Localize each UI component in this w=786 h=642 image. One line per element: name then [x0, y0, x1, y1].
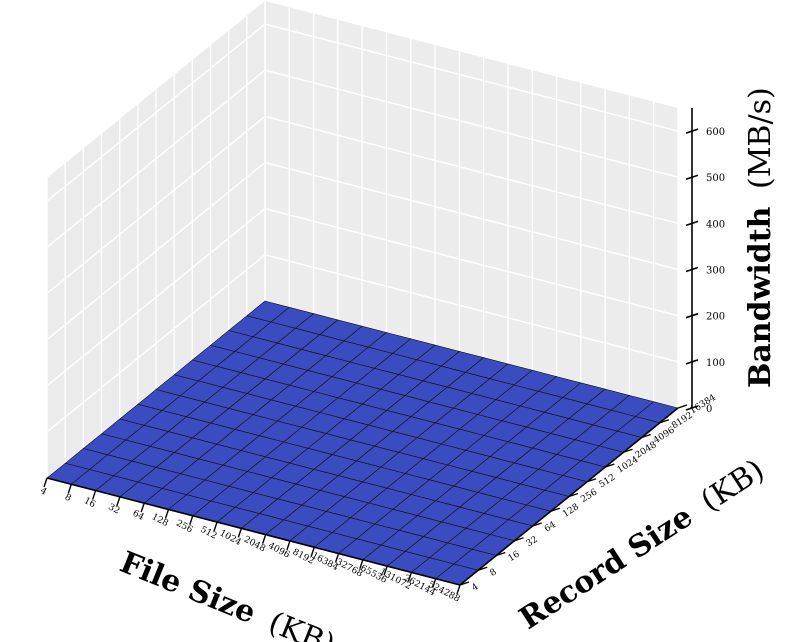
z-tick	[685, 266, 699, 273]
y-tick	[677, 404, 688, 409]
y-tick-label: 256	[579, 487, 599, 505]
x-tick-label: 4096	[266, 541, 291, 561]
grid-line	[46, 23, 266, 202]
x-tick	[286, 540, 291, 551]
x-tick-label: 2048	[242, 535, 267, 555]
z-tick	[685, 220, 699, 227]
z-axis-label-name: Bandwidth	[743, 206, 778, 388]
y-tick-label: 128	[561, 502, 581, 520]
z-tick	[685, 359, 699, 365]
y-tick-label: 8	[488, 567, 498, 579]
x-tick	[164, 509, 170, 519]
x-tick	[189, 515, 194, 525]
grid-line	[264, 69, 679, 178]
back-wall-pane	[265, 1, 678, 408]
x-tick	[383, 565, 388, 576]
y-tick-label: 512	[597, 473, 617, 491]
x-tick	[407, 572, 413, 582]
x-tick-label: 16	[82, 496, 97, 510]
z-tick	[685, 405, 699, 411]
z-tick	[685, 312, 699, 319]
x-tick-label: 1024	[218, 528, 243, 548]
x-tick	[140, 502, 145, 513]
grid-line	[264, 23, 679, 132]
grid-line	[46, 161, 266, 341]
x-tick	[116, 496, 121, 507]
grid-line	[264, 115, 679, 225]
y-tick	[477, 566, 488, 571]
z-tick-label: 400	[706, 219, 725, 230]
x-tick-label: 8	[63, 492, 73, 504]
y-tick	[659, 419, 670, 424]
x-tick	[261, 534, 267, 544]
z-tick-label: 300	[706, 266, 725, 277]
grid-line	[46, 115, 266, 294]
grid-line	[46, 254, 266, 433]
x-axis-line	[46, 477, 461, 586]
z-axis-label: Bandwidth (MB/s)	[743, 87, 778, 388]
grid-line	[264, 254, 679, 363]
z-tick-label: 600	[706, 127, 725, 138]
x-tick	[43, 477, 48, 488]
x-tick	[456, 584, 461, 595]
x-tick	[67, 484, 72, 494]
z-tick-label: 0	[706, 404, 712, 415]
grid-line	[264, 161, 679, 271]
surface-plot	[46, 300, 679, 586]
y-axis-label-unit: (KB)	[695, 453, 771, 519]
y-tick	[605, 463, 615, 468]
x-tick	[334, 553, 340, 563]
y-tick-label: 64	[543, 520, 558, 535]
x-tick	[310, 547, 315, 557]
z-tick-label: 500	[706, 173, 725, 184]
z-tick-label: 100	[706, 358, 725, 369]
x-tick-label: 32	[106, 502, 121, 516]
x-tick	[91, 490, 97, 500]
grid-line	[46, 69, 266, 248]
grid-line	[46, 208, 266, 387]
y-tick	[459, 581, 470, 586]
z-tick	[685, 128, 699, 134]
x-tick-label: 4	[39, 486, 49, 498]
y-tick	[514, 537, 524, 542]
x-axis-label-name: File Size	[115, 545, 261, 631]
x-tick	[213, 521, 218, 532]
z-tick	[685, 174, 699, 180]
z-tick-label: 200	[706, 312, 725, 323]
x-tick	[432, 578, 437, 588]
grid-line	[264, 208, 679, 317]
y-tick	[532, 522, 542, 527]
y-tick	[623, 448, 633, 453]
y-tick-label: 32	[525, 535, 540, 550]
z-axis-label-unit: (MB/s)	[743, 87, 778, 189]
y-tick	[550, 507, 561, 512]
x-tick-label: 64	[131, 509, 146, 523]
y-tick	[568, 492, 579, 498]
x-axis-label-unit: (KB)	[264, 605, 340, 642]
y-tick-label: 4	[470, 582, 480, 594]
y-tick	[641, 433, 651, 439]
x-tick	[359, 559, 364, 570]
y-tick	[586, 478, 597, 483]
x-tick	[237, 528, 243, 538]
y-tick-label: 16	[507, 549, 522, 564]
y-tick	[496, 551, 506, 557]
